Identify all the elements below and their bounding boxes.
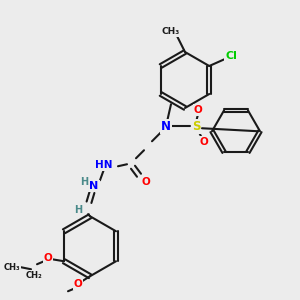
Text: O: O	[194, 105, 202, 115]
Text: H: H	[80, 177, 88, 187]
Text: CH₂: CH₂	[26, 271, 42, 280]
Text: O: O	[44, 253, 52, 263]
Text: HN: HN	[94, 160, 112, 170]
Text: S: S	[192, 120, 200, 133]
Text: CH₃: CH₃	[4, 263, 20, 272]
Text: N: N	[161, 120, 171, 133]
Text: O: O	[142, 177, 150, 187]
Text: O: O	[74, 279, 82, 289]
Text: O: O	[200, 137, 208, 147]
Text: Cl: Cl	[225, 51, 237, 61]
Text: CH₃: CH₃	[162, 28, 180, 37]
Text: N: N	[89, 181, 99, 191]
Text: H: H	[74, 205, 82, 215]
